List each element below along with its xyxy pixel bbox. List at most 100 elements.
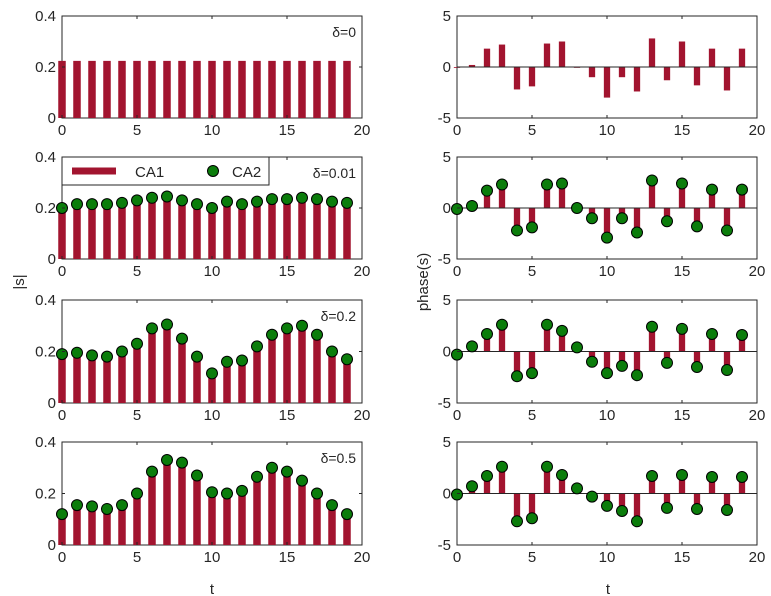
bar-ca1 bbox=[468, 64, 476, 67]
x-tick-label: 5 bbox=[133, 122, 141, 139]
x-tick-label: 5 bbox=[133, 549, 141, 566]
bar-ca1 bbox=[648, 180, 656, 208]
x-tick-label: 0 bbox=[453, 549, 461, 566]
marker-ca2 bbox=[311, 487, 323, 500]
bar-ca1 bbox=[723, 67, 731, 91]
marker-ca2 bbox=[131, 194, 143, 207]
marker-ca2 bbox=[691, 360, 703, 373]
marker-ca2 bbox=[116, 345, 128, 358]
x-tick-label: 20 bbox=[749, 263, 766, 280]
marker-ca2 bbox=[251, 340, 263, 353]
x-tick-label: 15 bbox=[674, 407, 691, 424]
x-tick-label: 5 bbox=[528, 122, 536, 139]
bar-ca1 bbox=[313, 60, 321, 118]
bar-ca1 bbox=[328, 351, 336, 403]
y-tick-label: 0 bbox=[443, 486, 451, 503]
bar-ca1 bbox=[298, 480, 306, 545]
bar-ca1 bbox=[528, 67, 536, 87]
bar-ca1 bbox=[268, 60, 276, 118]
bar-ca1 bbox=[73, 204, 81, 259]
marker-ca2 bbox=[451, 488, 463, 501]
bar-ca1 bbox=[133, 493, 141, 545]
bar-ca1 bbox=[543, 466, 551, 494]
marker-ca2 bbox=[131, 487, 143, 500]
bar-ca1 bbox=[558, 41, 566, 67]
marker-ca2 bbox=[511, 224, 523, 237]
marker-ca2 bbox=[571, 341, 583, 354]
bar-ca1 bbox=[163, 60, 171, 118]
bar-ca1 bbox=[253, 346, 261, 403]
legend-ca2-marker bbox=[207, 165, 219, 177]
bar-ca1 bbox=[148, 471, 156, 545]
marker-ca2 bbox=[101, 198, 113, 211]
marker-ca2 bbox=[116, 196, 128, 209]
marker-ca2 bbox=[56, 508, 68, 521]
bar-ca1 bbox=[178, 200, 186, 259]
marker-ca2 bbox=[116, 499, 128, 512]
marker-ca2 bbox=[451, 203, 463, 216]
bar-ca1 bbox=[238, 204, 246, 259]
bar-ca1 bbox=[208, 492, 216, 545]
bar-ca1 bbox=[118, 202, 126, 259]
marker-ca2 bbox=[101, 502, 113, 515]
marker-ca2 bbox=[706, 183, 718, 196]
x-tick-label: 0 bbox=[453, 407, 461, 424]
left-xlabel: t bbox=[210, 581, 215, 596]
x-tick-label: 0 bbox=[453, 263, 461, 280]
y-tick-label: 0 bbox=[48, 395, 56, 412]
bar-ca1 bbox=[313, 334, 321, 403]
marker-ca2 bbox=[526, 221, 538, 234]
bar-ca1 bbox=[223, 60, 231, 118]
marker-ca2 bbox=[326, 345, 338, 358]
x-tick-label: 20 bbox=[354, 263, 371, 280]
marker-ca2 bbox=[191, 350, 203, 363]
bar-ca1 bbox=[283, 328, 291, 403]
marker-ca2 bbox=[496, 318, 508, 331]
bar-ca1 bbox=[148, 328, 156, 403]
bar-ca1 bbox=[238, 360, 246, 403]
delta-annotation: δ=0.5 bbox=[321, 450, 357, 466]
bar-ca1 bbox=[103, 508, 111, 545]
bar-ca1 bbox=[603, 351, 611, 374]
bar-ca1 bbox=[603, 208, 611, 238]
y-tick-label: 0 bbox=[48, 251, 56, 268]
bar-ca1 bbox=[223, 493, 231, 545]
bar-ca1 bbox=[148, 60, 156, 118]
bar-ca1 bbox=[738, 477, 746, 494]
marker-ca2 bbox=[236, 484, 248, 497]
marker-ca2 bbox=[676, 468, 688, 481]
bar-ca1 bbox=[88, 204, 96, 259]
marker-ca2 bbox=[281, 322, 293, 335]
bar-ca1 bbox=[723, 208, 731, 231]
marker-ca2 bbox=[721, 503, 733, 516]
legend: CA1 CA2 bbox=[61, 156, 270, 186]
bar-ca1 bbox=[133, 200, 141, 259]
bar-ca1 bbox=[328, 505, 336, 545]
marker-ca2 bbox=[616, 212, 628, 225]
x-tick-label: 5 bbox=[528, 263, 536, 280]
bar-ca1 bbox=[58, 208, 66, 259]
marker-ca2 bbox=[616, 359, 628, 372]
marker-ca2 bbox=[146, 465, 158, 478]
bar-ca1 bbox=[343, 359, 351, 403]
marker-ca2 bbox=[601, 367, 613, 380]
bar-ca1 bbox=[693, 67, 701, 86]
marker-ca2 bbox=[341, 353, 353, 366]
y-tick-label: 0.4 bbox=[35, 8, 56, 25]
bar-ca1 bbox=[73, 352, 81, 403]
bar-ca1 bbox=[343, 514, 351, 545]
bar-ca1 bbox=[708, 189, 716, 208]
y-tick-label: 0 bbox=[48, 110, 56, 127]
marker-ca2 bbox=[556, 468, 568, 481]
marker-ca2 bbox=[71, 499, 83, 512]
bar-ca1 bbox=[103, 60, 111, 118]
marker-ca2 bbox=[691, 220, 703, 233]
bar-ca1 bbox=[328, 60, 336, 118]
x-tick-label: 15 bbox=[674, 263, 691, 280]
y-tick-label: 0.4 bbox=[35, 292, 56, 309]
bar-ca1 bbox=[648, 475, 656, 494]
x-tick-label: 0 bbox=[58, 122, 66, 139]
bar-ca1 bbox=[88, 506, 96, 545]
y-tick-label: 0 bbox=[443, 344, 451, 361]
marker-ca2 bbox=[541, 460, 553, 473]
